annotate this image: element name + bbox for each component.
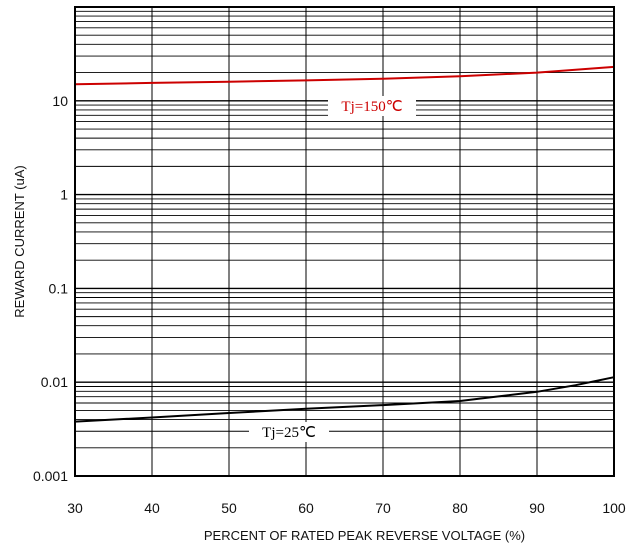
x-tick-label: 70 [375, 500, 391, 516]
y-tick-label: 10 [52, 93, 68, 109]
plot-frame [74, 6, 615, 477]
x-tick-label: 80 [452, 500, 468, 516]
y-axis-title: REWARD CURRENT (uA) [12, 165, 27, 317]
x-tick-label: 40 [144, 500, 160, 516]
series-labels: Tj=150℃ Tj=25℃ [249, 96, 416, 442]
x-tick-label: 30 [67, 500, 83, 516]
grid [74, 7, 615, 477]
y-tick-label: 1 [60, 187, 68, 203]
series-label-bg-150c [328, 96, 416, 116]
series-lines [74, 65, 615, 423]
x-tick-label: 50 [221, 500, 237, 516]
series-line-25c [74, 376, 615, 423]
series-label-25c: Tj=25℃ [262, 425, 316, 441]
x-tick-label: 100 [602, 500, 626, 516]
x-tick-label: 90 [529, 500, 545, 516]
y-tick-label: 0.001 [33, 468, 68, 484]
y-tick-label: 0.1 [49, 280, 69, 296]
x-tick-label: 60 [298, 500, 314, 516]
series-label-bg-25c [249, 422, 329, 442]
x-axis-title: PERCENT OF RATED PEAK REVERSE VOLTAGE (%… [204, 528, 525, 543]
series-label-150c: Tj=150℃ [341, 99, 402, 115]
y-tick-label: 0.01 [41, 374, 68, 390]
tick-labels: 30 40 50 60 70 80 90 100 0.001 0.01 0.1 1 10 [33, 93, 626, 516]
series-line-150c [74, 65, 615, 86]
